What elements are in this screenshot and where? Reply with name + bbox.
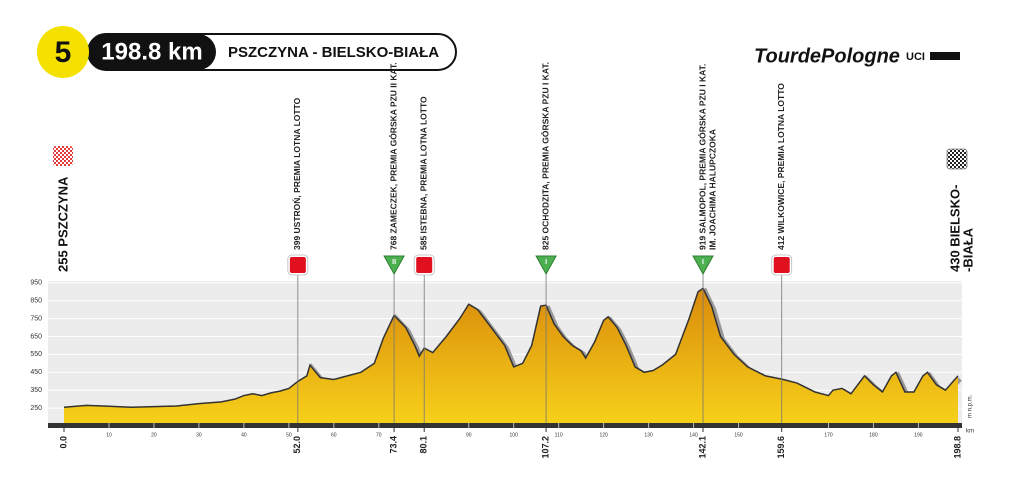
km-marker-label: 0.0: [58, 436, 68, 449]
km-marker-label: 52.0: [292, 436, 302, 454]
sprint-icon: [414, 255, 435, 275]
mountain-category: I: [702, 259, 704, 266]
sprint-icon: [287, 255, 308, 275]
y-unit: m n.p.m.: [968, 394, 974, 418]
finish-label: 430 BIELSKO-: [947, 185, 962, 272]
mountain-icon: [692, 255, 714, 276]
y-tick-label: 750: [30, 315, 42, 322]
y-tick-label: 550: [30, 351, 42, 358]
x-tick-label: 180: [869, 432, 878, 438]
checkpoint-label: 825 OCHODZITA, PREMIA GÓRSKA PZU I KAT.: [539, 62, 550, 250]
uci-logo: UCI: [906, 51, 925, 63]
x-tick-label: 40: [241, 432, 247, 438]
sprint-icon-border: [287, 254, 309, 276]
x-tick-label: 120: [599, 432, 608, 438]
checkpoint-label: 919 SALMOPOL, PREMIA GÓRSKA PZU I KAT.: [696, 64, 707, 250]
sprint-icon-border: [413, 254, 435, 276]
checkpoint-label: 412 WILKOWICE, PREMIA LOTNA LOTTO: [776, 83, 786, 250]
km-marker-label: 107.2: [540, 436, 550, 459]
finish-label: -BIAŁA: [960, 227, 975, 272]
checkpoint-label: 585 ISTEBNA, PREMIA LOTNA LOTTO: [418, 96, 428, 250]
x-tick-label: 90: [466, 432, 472, 438]
stage-route: PSZCZYNA - BIELSKO-BIAŁA: [228, 44, 439, 61]
km-marker-label: 198.8: [952, 436, 962, 459]
elevation-line: [63, 287, 959, 408]
logo: TourdePologne: [754, 45, 900, 67]
y-tick-label: 250: [30, 405, 42, 412]
checkpoint-label: IM. JOACHIMA HALUPCZOKA: [707, 129, 717, 250]
x-tick-label: 170: [824, 432, 833, 438]
x-tick-label: 20: [151, 432, 157, 438]
x-tick-label: 100: [510, 432, 519, 438]
x-tick-label: 190: [914, 432, 923, 438]
x-tick-label: 140: [689, 432, 698, 438]
km-marker-label: 73.4: [388, 436, 398, 454]
x-tick-label: 70: [376, 432, 382, 438]
x-tick-label: 130: [644, 432, 653, 438]
x-tick-label: 50: [286, 432, 292, 438]
y-tick-label: 650: [30, 333, 42, 340]
y-tick-label: 450: [30, 369, 42, 376]
finish-flag: [946, 148, 968, 170]
x-tick-label: 110: [555, 432, 563, 438]
sprint-icon: [771, 255, 792, 275]
km-marker-label: 159.6: [776, 436, 786, 459]
x-unit: km: [966, 429, 974, 435]
x-tick-label: 30: [196, 432, 202, 438]
x-tick-label: 60: [331, 432, 337, 438]
elevation-area: [64, 288, 958, 426]
y-tick-label: 350: [30, 387, 42, 394]
distance-pill: [88, 34, 216, 70]
uci-band: [930, 52, 960, 60]
mountain-category: II: [392, 259, 396, 266]
mountain-icon: [383, 255, 405, 276]
stage-number: 5: [55, 36, 72, 69]
checkpoint-label: 399 USTROŃ, PREMIA LOTNA LOTTO: [292, 97, 302, 250]
stage-badge: [37, 26, 89, 78]
mountain-category: I: [545, 259, 547, 266]
start-flag: [53, 146, 73, 166]
km-marker-label: 142.1: [697, 436, 707, 459]
y-tick-label: 950: [30, 280, 42, 287]
sprint-icon-border: [771, 254, 793, 276]
km-marker-label: 80.1: [419, 436, 429, 454]
x-tick-label: 150: [734, 432, 743, 438]
y-tick-label: 850: [30, 298, 42, 305]
x-tick-label: 10: [106, 432, 112, 438]
stage-distance: 198.8 km: [101, 38, 202, 65]
checkpoint-label: 768 ZAMECZEK, PREMIA GÓRSKA PZU II KAT.: [387, 62, 398, 250]
x-axis-bar: [48, 423, 962, 428]
start-label: 255 PSZCZYNA: [55, 176, 70, 272]
mountain-icon: [535, 255, 557, 276]
